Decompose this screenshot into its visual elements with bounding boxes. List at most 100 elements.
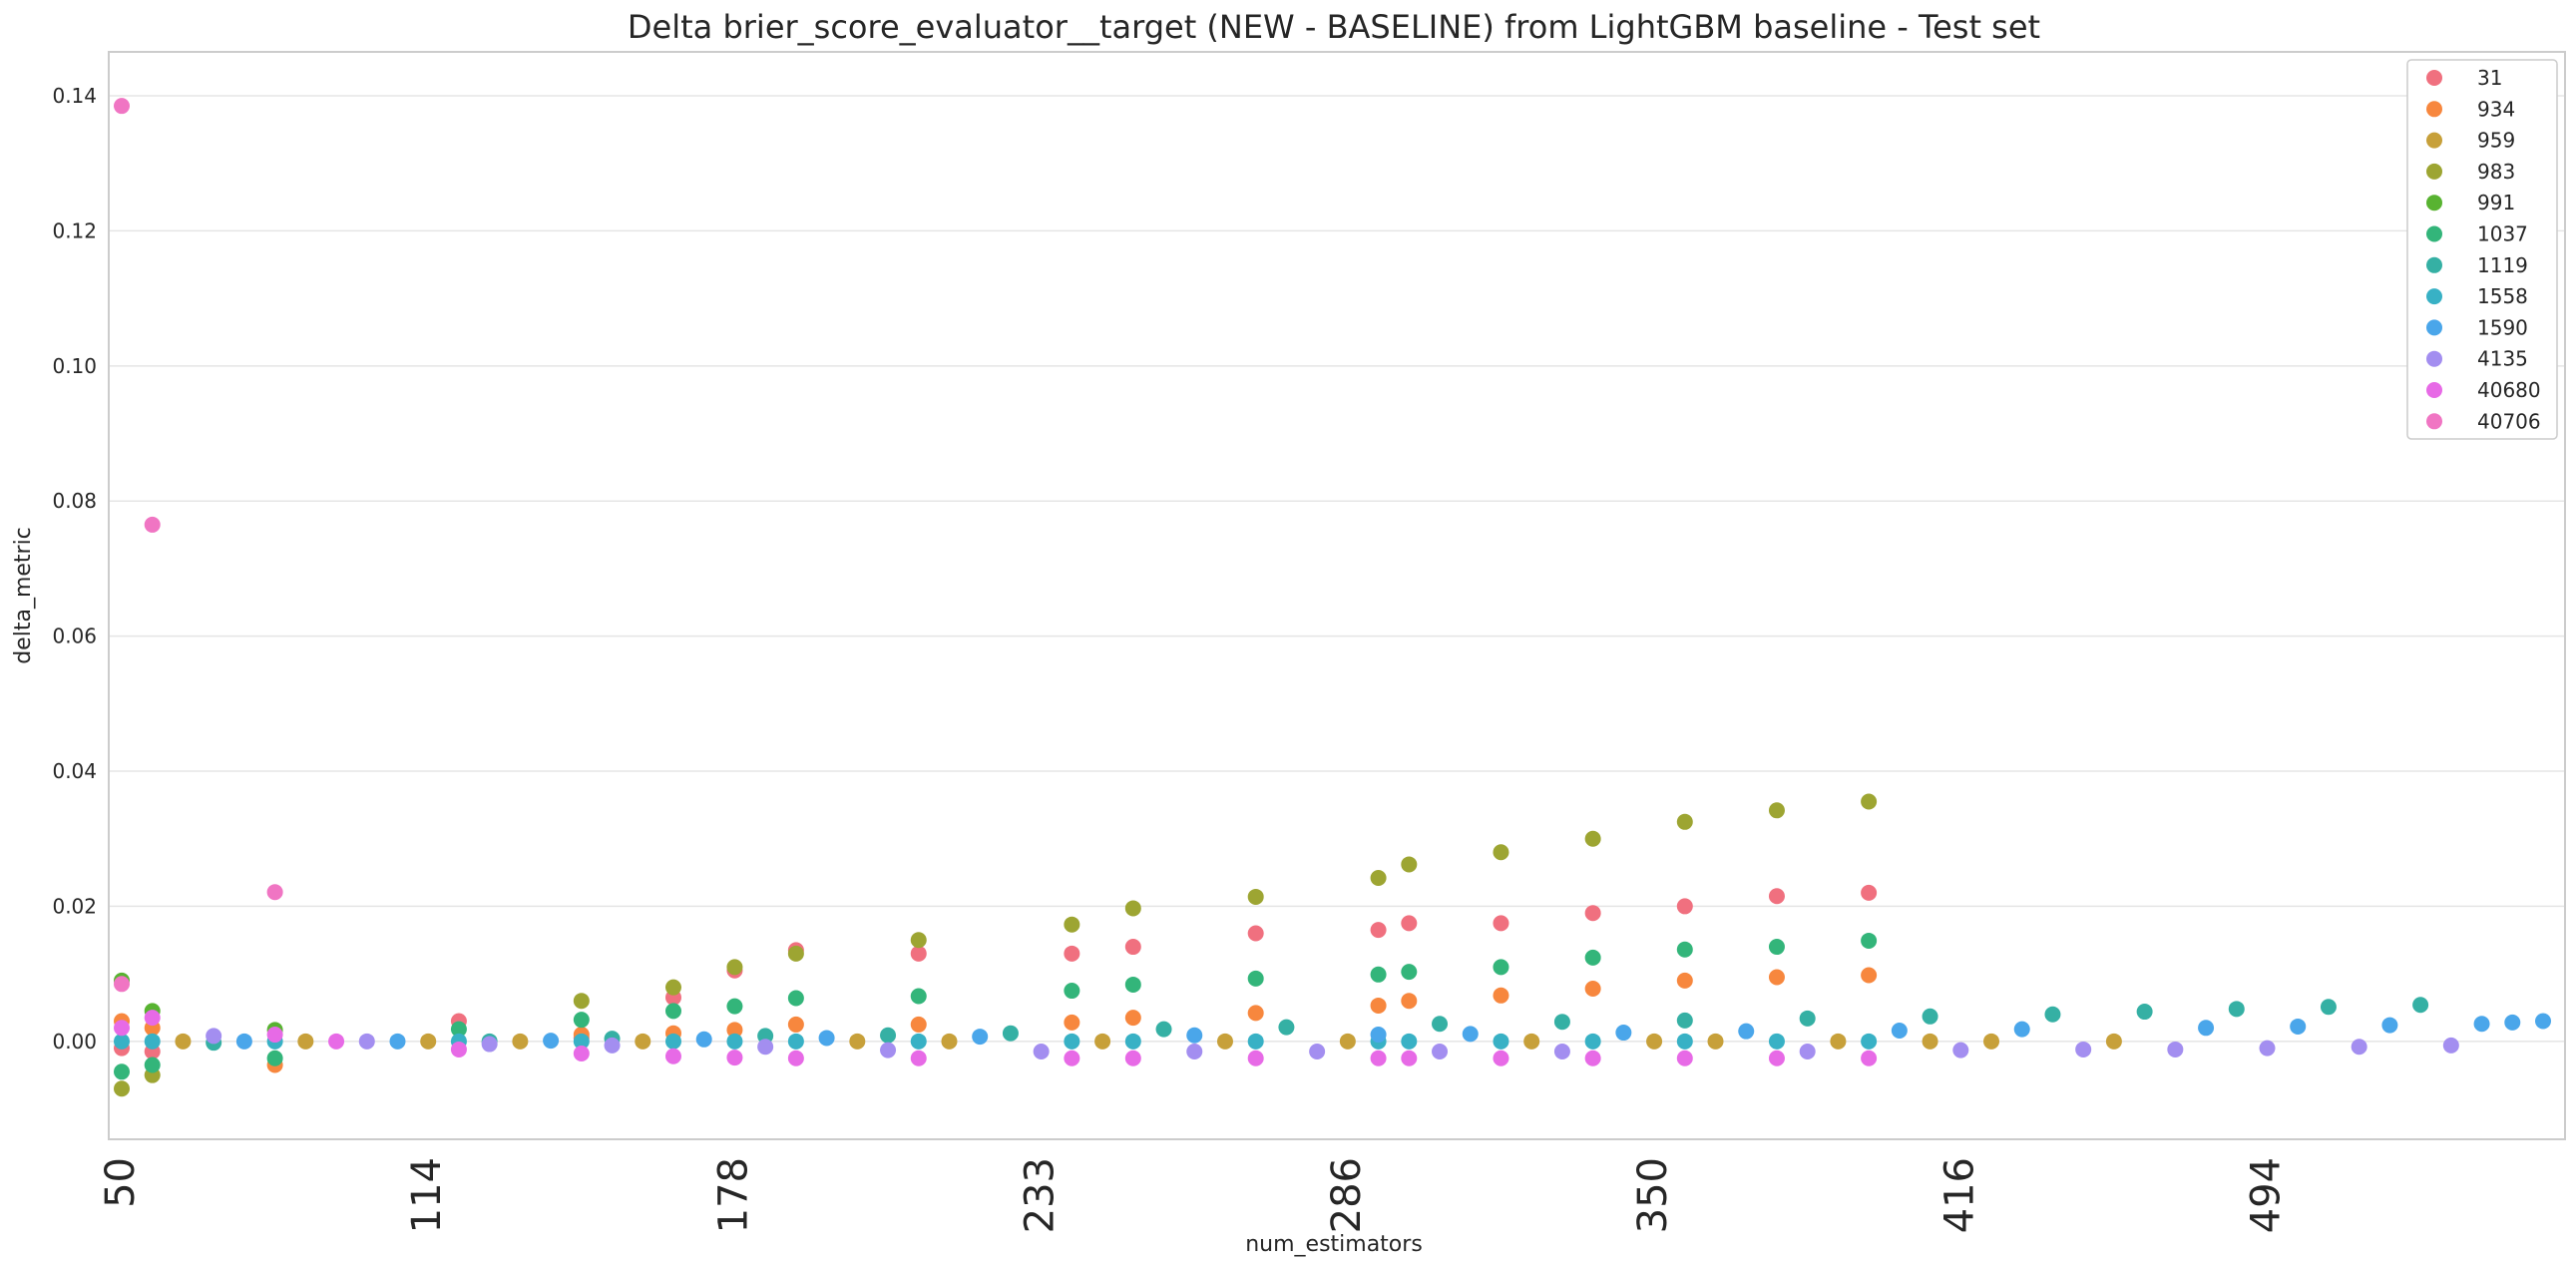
data-point: [573, 993, 590, 1010]
data-point: [1676, 1012, 1693, 1029]
series-934: [114, 967, 1878, 1073]
data-point: [1216, 1033, 1233, 1050]
data-point: [2381, 1017, 2398, 1034]
data-point: [664, 979, 681, 996]
data-point: [144, 1056, 161, 1073]
legend: 31 934 959 983 991 1037 1119 1558 1590 4135 40680 4…: [2406, 59, 2558, 440]
data-point: [1553, 1014, 1570, 1031]
data-point: [1768, 888, 1785, 905]
data-point: [114, 98, 130, 115]
data-point: [1401, 964, 1418, 981]
x-tick-label: 114: [404, 1157, 450, 1233]
data-point: [849, 1033, 866, 1050]
y-tick-label: 0.12: [52, 218, 97, 242]
data-point: [787, 945, 804, 962]
data-point: [1124, 1050, 1141, 1066]
data-point: [573, 1033, 590, 1050]
data-point: [1493, 987, 1509, 1004]
legend-marker: [2426, 195, 2442, 211]
data-point: [1247, 1033, 1264, 1050]
data-point: [114, 976, 130, 993]
legend-marker: [2426, 70, 2442, 86]
x-tick-label: 233: [1018, 1157, 1064, 1233]
data-point: [910, 988, 927, 1005]
data-point: [1615, 1025, 1632, 1042]
y-tick-label: 0.04: [52, 759, 97, 783]
legend-label: 1558: [2477, 284, 2528, 308]
data-point: [1002, 1025, 1019, 1042]
data-point: [1952, 1042, 1969, 1058]
data-point: [1861, 1050, 1878, 1066]
data-point: [664, 1048, 681, 1064]
data-point: [1124, 976, 1141, 993]
data-point: [726, 1050, 743, 1066]
legend-label: 934: [2477, 97, 2515, 121]
series-1119: [206, 997, 2429, 1052]
data-point: [635, 1033, 651, 1050]
data-point: [726, 1022, 743, 1039]
y-tick-label: 0.06: [52, 625, 97, 648]
data-point: [726, 998, 743, 1015]
data-point: [2412, 997, 2429, 1014]
x-tick-label: 178: [710, 1157, 756, 1233]
data-point: [1799, 1010, 1816, 1027]
data-point: [972, 1029, 989, 1046]
data-point: [1124, 1033, 1141, 1050]
data-point: [787, 990, 804, 1007]
data-point: [114, 1020, 130, 1037]
y-tick-label: 0.14: [52, 84, 97, 108]
data-point: [1676, 941, 1693, 958]
legend-marker: [2426, 225, 2442, 242]
data-point: [175, 1033, 192, 1050]
legend-marker: [2426, 256, 2442, 273]
data-point: [1370, 1027, 1387, 1044]
legend-label: 983: [2477, 160, 2515, 184]
data-point: [1064, 945, 1080, 962]
data-point: [1401, 856, 1418, 873]
series-31: [114, 884, 1878, 1059]
data-point: [1768, 1050, 1785, 1066]
data-point: [144, 516, 161, 533]
data-point: [1676, 898, 1693, 915]
legend-label: 40680: [2477, 378, 2541, 402]
data-point: [2105, 1033, 2122, 1050]
data-point: [1676, 1050, 1693, 1066]
data-point: [235, 1033, 252, 1050]
series-1590: [235, 1013, 2551, 1050]
data-point: [910, 932, 927, 949]
data-point: [2442, 1037, 2459, 1054]
y-tick-label: 0.08: [52, 489, 97, 513]
data-point: [1432, 1043, 1449, 1059]
data-point: [328, 1033, 345, 1050]
series-983: [114, 793, 1878, 1097]
data-point: [1493, 959, 1509, 976]
data-point: [2504, 1014, 2521, 1031]
data-point: [2198, 1020, 2215, 1037]
data-point: [2473, 1016, 2490, 1033]
data-point: [1186, 1043, 1203, 1059]
data-point: [1124, 1010, 1141, 1027]
data-point: [1339, 1033, 1356, 1050]
data-point: [941, 1033, 958, 1050]
data-point: [2259, 1040, 2276, 1056]
legend-label: 991: [2477, 191, 2515, 214]
x-tick-label: 286: [1324, 1157, 1370, 1233]
data-point: [2320, 999, 2337, 1016]
data-point: [695, 1031, 712, 1048]
data-point: [1493, 1033, 1509, 1050]
legend-marker: [2426, 319, 2442, 336]
data-point: [114, 1033, 130, 1050]
x-tick-labels: 50 114 178 233 286 350 416 494: [98, 1157, 2290, 1233]
data-point: [1584, 1050, 1601, 1066]
data-point: [1401, 1050, 1418, 1066]
series-991: [114, 972, 283, 1039]
legend-marker: [2426, 413, 2442, 430]
legend-marker: [2426, 288, 2442, 305]
data-point: [910, 1033, 927, 1050]
y-tick-labels: 0.00 0.02 0.04 0.06 0.08 0.10 0.12 0.14: [52, 84, 97, 1054]
data-point: [481, 1036, 498, 1053]
legend-marker: [2426, 382, 2442, 398]
data-point: [1401, 915, 1418, 932]
data-point: [726, 959, 743, 976]
data-point: [2013, 1021, 2030, 1038]
